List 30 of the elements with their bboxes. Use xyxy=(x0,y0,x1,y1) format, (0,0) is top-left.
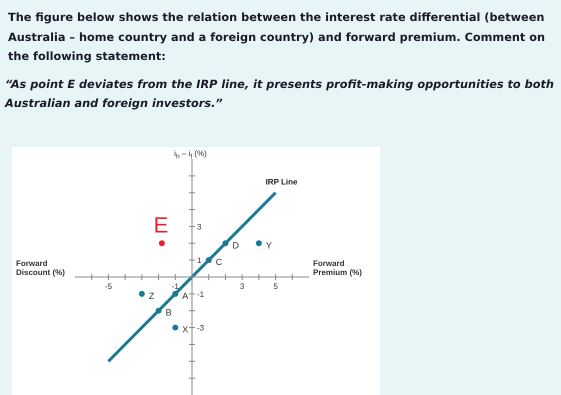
y-tick-label: 1 xyxy=(197,256,202,266)
point xyxy=(156,308,162,314)
series-label: IRP Line xyxy=(266,178,298,187)
y-axis-title: i$_{h}$ – i$_{f}$ (%) xyxy=(174,149,207,161)
chart-title: The figure below shows the relation between the interest rate differential (between Australia – home country and a foreign country) and forward premium. Comment on the following statement: xyxy=(8,10,546,65)
x-tick-label: -5 xyxy=(104,282,113,291)
point xyxy=(172,324,178,331)
data-label: X xyxy=(182,324,188,335)
chart-subtitle: “As point E deviates from the IRP line, it presents profit-making opportunities to both Australian and foreign investors.” xyxy=(5,77,555,112)
data-label: E xyxy=(154,212,168,238)
y-tick-label: -1 xyxy=(197,290,205,299)
x-axis-title: Forward Premium (%) xyxy=(313,259,363,277)
data-label: C xyxy=(216,257,223,268)
data-label: Y xyxy=(266,240,272,250)
point xyxy=(206,257,212,264)
y-tick-label: 3 xyxy=(197,222,202,232)
point xyxy=(256,240,262,246)
text: Forward Discount (%) xyxy=(16,259,66,277)
data-label: Z xyxy=(148,290,155,301)
x-tick-label: 5 xyxy=(273,282,278,291)
point xyxy=(158,240,165,246)
data-label: D xyxy=(232,240,240,250)
data-label: A xyxy=(182,290,188,301)
x-tick-label: 3 xyxy=(240,282,245,291)
x-tick-label: -1 xyxy=(172,282,180,291)
y-tick-label: -3 xyxy=(197,324,205,333)
point xyxy=(138,290,145,297)
point xyxy=(222,240,228,246)
data-label: B xyxy=(166,308,172,318)
point xyxy=(172,290,178,297)
